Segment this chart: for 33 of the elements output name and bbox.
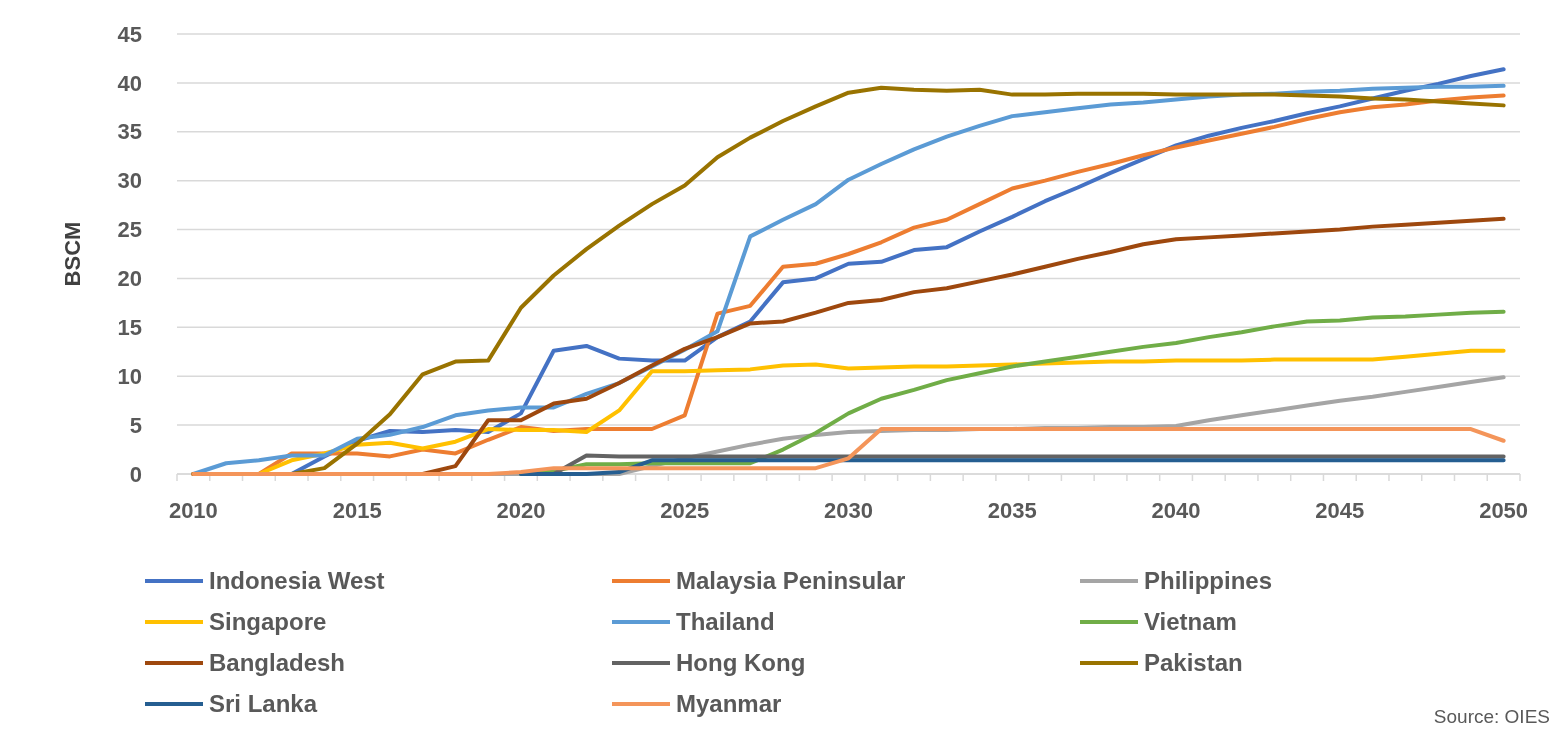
y-tick-label: 0: [129, 461, 142, 487]
x-tick-label: 2010: [168, 498, 218, 523]
legend-label: Pakistan: [1144, 649, 1243, 677]
legend-label: Myanmar: [676, 690, 782, 718]
y-axis-title: BSCM: [60, 221, 85, 287]
x-tick-label: 2025: [660, 498, 710, 523]
y-tick-label: 45: [117, 21, 142, 47]
legend-label: Singapore: [209, 608, 327, 636]
y-tick-label: 40: [117, 70, 142, 96]
y-tick-label: 35: [117, 119, 142, 145]
y-tick-label: 25: [117, 217, 142, 243]
y-tick-label: 10: [117, 363, 142, 389]
line-series: [191, 427, 1506, 476]
legend-label: Thailand: [676, 608, 775, 636]
legend-label: Philippines: [1144, 567, 1273, 595]
x-tick-label: 2050: [1479, 498, 1529, 523]
y-tick-label: 30: [117, 168, 142, 194]
y-tick-label: 5: [129, 412, 142, 438]
legend-label: Vietnam: [1144, 608, 1237, 636]
legend-label: Malaysia Peninsular: [676, 567, 906, 595]
legend-label: Sri Lanka: [209, 690, 318, 718]
x-tick-label: 2035: [987, 498, 1037, 523]
x-tick-label: 2015: [332, 498, 382, 523]
x-tick-label: 2040: [1151, 498, 1201, 523]
y-tick-label: 20: [117, 266, 142, 292]
x-tick-label: 2030: [824, 498, 873, 523]
legend-label: Indonesia West: [209, 567, 385, 595]
x-tick-label: 2020: [496, 498, 546, 523]
legend-label: Hong Kong: [676, 649, 806, 677]
legend-label: Bangladesh: [209, 649, 346, 677]
x-tick-label: 2045: [1315, 498, 1365, 523]
source-note: Source: OIES: [1433, 706, 1550, 727]
y-tick-label: 15: [117, 315, 142, 341]
